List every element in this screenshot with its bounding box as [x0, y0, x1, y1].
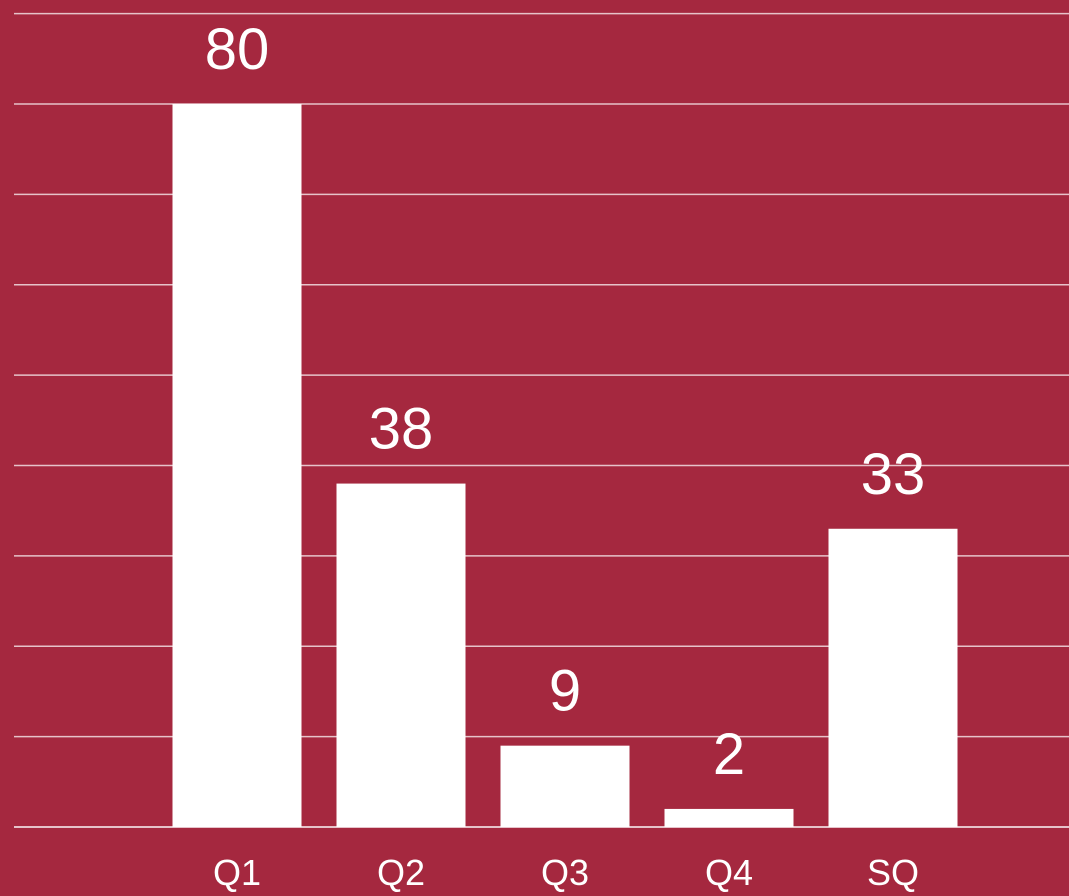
x-tick-label-q3: Q3	[541, 852, 589, 893]
x-tick-label-sq: SQ	[867, 852, 919, 893]
x-tick-label-q4: Q4	[705, 852, 753, 893]
bars	[172, 104, 958, 827]
bar-q4	[664, 808, 794, 827]
x-tick-label-q1: Q1	[213, 852, 261, 893]
data-label-q4: 2	[713, 722, 745, 787]
bar-sq	[828, 528, 958, 827]
x-tick-label-q2: Q2	[377, 852, 425, 893]
data-label-q2: 38	[369, 397, 434, 462]
x-axis-tick-labels: Q1 Q2 Q3 Q4 SQ	[213, 852, 919, 893]
data-labels: 80 38 9 2 33	[205, 17, 926, 787]
data-label-sq: 33	[861, 442, 926, 507]
data-label-q1: 80	[205, 17, 270, 82]
bar-q1	[172, 104, 302, 827]
bar-q2	[336, 483, 466, 827]
data-label-q3: 9	[549, 659, 581, 724]
bar-q3	[500, 745, 630, 827]
